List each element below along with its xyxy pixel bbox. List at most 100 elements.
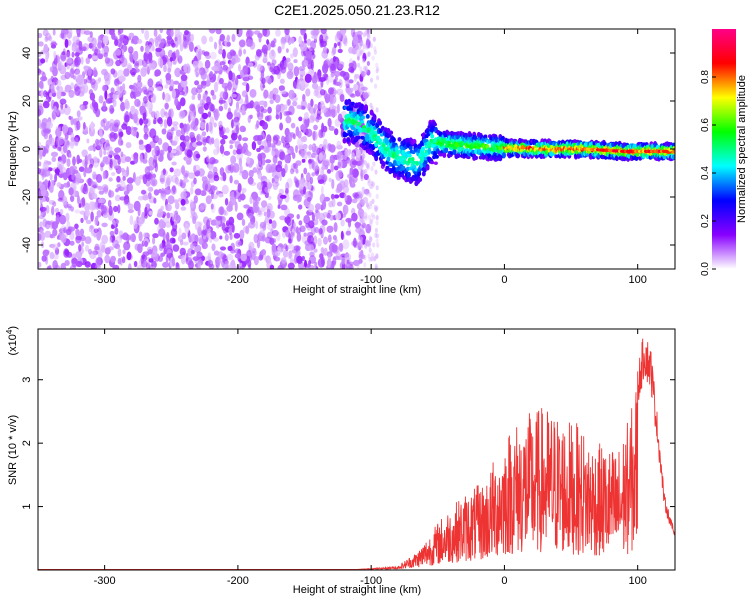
heatmap-cell xyxy=(163,247,167,255)
heatmap-cell xyxy=(178,90,185,96)
heatmap-cell xyxy=(313,248,318,253)
heatmap-cell xyxy=(144,166,151,175)
heatmap-cell xyxy=(347,173,354,179)
heatmap-cell xyxy=(110,107,115,113)
heatmap-cell xyxy=(267,195,272,200)
heatmap-cell xyxy=(242,142,248,151)
heatmap-cell xyxy=(318,77,326,82)
heatmap-cell xyxy=(375,68,379,74)
heatmap-cell xyxy=(290,122,296,129)
heatmap-cell xyxy=(241,218,246,226)
heatmap-cell xyxy=(161,194,167,201)
heatmap-cell xyxy=(154,217,159,225)
heatmap-cell xyxy=(123,199,131,206)
heatmap-cell xyxy=(279,151,286,161)
heatmap-cell xyxy=(330,193,335,200)
spectrogram-x-ticks: -300 -200 -100 0 100 xyxy=(94,29,647,286)
heatmap-cell xyxy=(225,210,229,216)
heatmap-cell xyxy=(368,242,372,249)
heatmap-cell xyxy=(137,38,143,44)
heatmap-cell xyxy=(149,171,154,181)
heatmap-cell xyxy=(258,100,266,106)
heatmap-cell xyxy=(236,29,243,38)
heatmap-cell xyxy=(115,90,123,99)
heatmap-cell xyxy=(162,142,170,152)
heatmap-cell xyxy=(468,132,473,138)
heatmap-cell xyxy=(357,190,361,196)
heatmap-cell xyxy=(239,69,244,79)
heatmap-cell xyxy=(332,154,336,162)
heatmap-cell xyxy=(52,260,58,269)
heatmap-cell xyxy=(111,31,116,40)
heatmap-cell xyxy=(319,102,326,110)
heatmap-cell xyxy=(304,59,309,67)
heatmap-cell xyxy=(95,173,103,183)
heatmap-cell xyxy=(38,161,42,167)
heatmap-cell xyxy=(366,32,370,38)
heatmap-cell xyxy=(247,62,254,67)
heatmap-cell xyxy=(287,262,295,269)
heatmap-cell xyxy=(213,237,219,242)
heatmap-cell xyxy=(219,126,226,135)
heatmap-cell xyxy=(231,119,234,129)
heatmap-cell xyxy=(197,84,203,90)
heatmap-cell xyxy=(40,122,48,129)
heatmap-cell xyxy=(38,90,41,97)
heatmap-cell xyxy=(295,168,299,174)
heatmap-cell xyxy=(188,260,194,269)
heatmap-cell xyxy=(237,241,243,246)
heatmap-cell xyxy=(345,230,351,236)
heatmap-cell xyxy=(337,170,343,178)
heatmap-cell xyxy=(227,164,232,171)
heatmap-cell xyxy=(360,249,364,259)
heatmap-cell xyxy=(109,104,115,115)
heatmap-cell xyxy=(372,214,376,220)
heatmap-cell xyxy=(143,133,149,140)
heatmap-cell xyxy=(359,66,363,72)
heatmap-cell xyxy=(212,73,217,82)
heatmap-cell xyxy=(366,61,370,66)
heatmap-cell xyxy=(40,229,44,236)
heatmap-cell xyxy=(308,106,314,114)
heatmap-cell xyxy=(358,159,364,165)
heatmap-cell xyxy=(170,149,177,154)
heatmap-cell xyxy=(95,139,103,150)
heatmap-cell xyxy=(49,66,56,73)
heatmap-cell xyxy=(328,125,335,131)
heatmap-cell xyxy=(249,114,253,120)
heatmap-cell xyxy=(208,263,215,269)
heatmap-cell xyxy=(119,196,126,201)
heatmap-cell xyxy=(350,126,355,130)
heatmap-cell xyxy=(356,244,360,250)
heatmap-cell xyxy=(241,169,249,180)
heatmap-cell xyxy=(128,32,135,38)
heatmap-cell xyxy=(213,122,217,128)
heatmap-cell xyxy=(350,93,356,98)
heatmap-cell xyxy=(342,137,347,144)
heatmap-cell xyxy=(370,183,374,189)
svg-text:(x104): (x104) xyxy=(5,326,19,356)
heatmap-cell xyxy=(344,253,352,261)
heatmap-cell xyxy=(223,150,231,156)
heatmap-cell xyxy=(299,225,306,233)
heatmap-cell xyxy=(238,64,241,72)
heatmap-cell xyxy=(303,232,307,237)
colorbar-tick-label: 0.6 xyxy=(700,118,711,132)
heatmap-cell xyxy=(355,49,362,57)
heatmap-cell xyxy=(324,93,330,104)
heatmap-cell xyxy=(231,223,235,233)
heatmap-cell xyxy=(203,103,209,111)
heatmap-cell xyxy=(102,35,109,45)
heatmap-cell xyxy=(374,232,378,238)
heatmap-cell xyxy=(60,108,65,115)
heatmap-cell xyxy=(78,166,85,172)
heatmap-cell xyxy=(216,145,220,154)
x-tick-label: -300 xyxy=(94,575,116,587)
heatmap-cell xyxy=(49,251,55,260)
heatmap-cell xyxy=(218,206,225,216)
heatmap-cell xyxy=(407,154,412,158)
heatmap-cell xyxy=(141,189,146,195)
heatmap-cell xyxy=(200,70,207,80)
x-tick-label: -300 xyxy=(94,274,116,286)
